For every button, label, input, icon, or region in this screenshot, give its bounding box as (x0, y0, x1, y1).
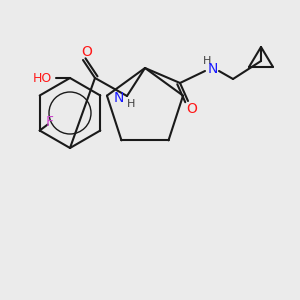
Text: F: F (46, 116, 54, 130)
Text: N: N (114, 91, 124, 105)
Text: O: O (82, 45, 92, 59)
Text: O: O (187, 102, 197, 116)
Text: N: N (208, 62, 218, 76)
Text: H: H (203, 56, 211, 66)
Text: HO: HO (33, 71, 52, 85)
Text: H: H (127, 99, 135, 109)
